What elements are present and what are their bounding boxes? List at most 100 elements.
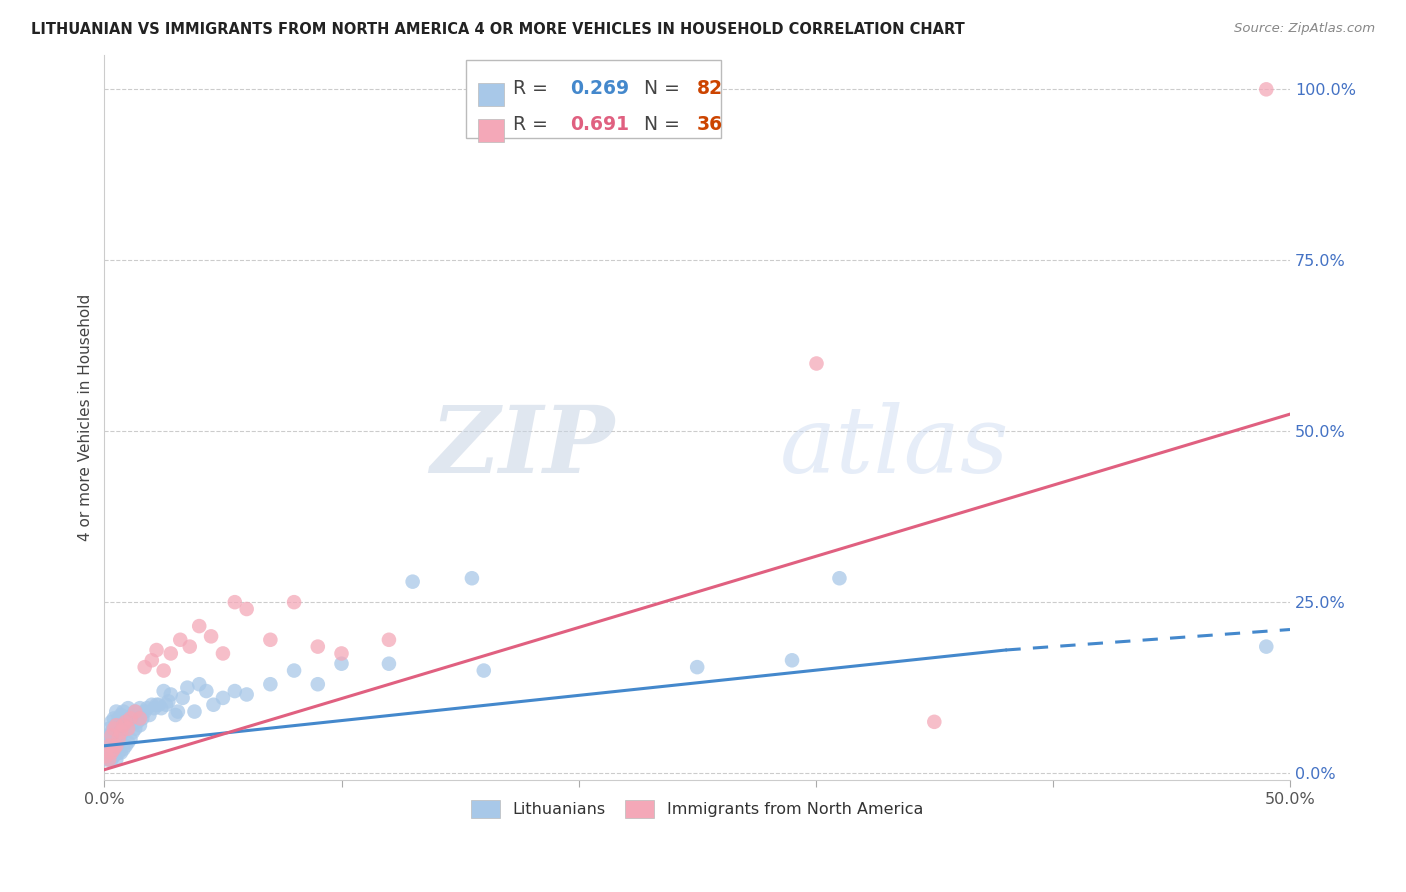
Point [150, 701, 173, 715]
Point [103, 725, 125, 739]
Point [124, 722, 146, 736]
Point [105, 718, 128, 732]
Point [183, 705, 205, 719]
Legend: Lithuanians, Immigrants from North America: Lithuanians, Immigrants from North Ameri… [464, 792, 931, 826]
Point [283, 664, 305, 678]
Point [98, 749, 121, 764]
Y-axis label: 4 or more Vehicles in Household: 4 or more Vehicles in Household [79, 294, 93, 541]
Point [103, 739, 125, 753]
Point [112, 722, 135, 736]
Point [96, 752, 118, 766]
Point [124, 705, 146, 719]
Point [283, 595, 305, 609]
Point [259, 677, 281, 691]
Point [138, 708, 160, 723]
Point [103, 711, 125, 725]
Point [924, 714, 946, 729]
Point [120, 731, 142, 746]
Point [110, 725, 132, 739]
Point [121, 725, 143, 739]
Point [120, 711, 142, 725]
Point [98, 752, 121, 766]
Point [159, 688, 181, 702]
Point [307, 640, 329, 654]
Point [141, 653, 163, 667]
Point [107, 731, 129, 746]
Point [110, 729, 132, 743]
Point [100, 735, 122, 749]
Text: N =: N = [631, 115, 686, 134]
Point [117, 701, 139, 715]
Point [103, 722, 125, 736]
Point [103, 742, 125, 756]
Point [172, 690, 194, 705]
Point [110, 708, 132, 723]
Point [98, 739, 121, 753]
Point [107, 725, 129, 739]
Text: 82: 82 [697, 78, 723, 98]
Point [378, 632, 401, 647]
Point [378, 657, 401, 671]
Point [155, 698, 177, 712]
Point [112, 718, 135, 732]
Point [401, 574, 423, 589]
Point [143, 701, 166, 715]
Point [167, 705, 190, 719]
Point [202, 698, 225, 712]
Point [129, 711, 152, 725]
Point [159, 647, 181, 661]
Point [131, 711, 153, 725]
Point [195, 684, 218, 698]
Point [100, 714, 122, 729]
Point [96, 746, 118, 760]
Text: R =: R = [513, 78, 554, 98]
Point [188, 677, 211, 691]
Point [200, 629, 222, 643]
Point [100, 746, 122, 760]
Point [176, 681, 198, 695]
Point [114, 714, 136, 729]
Point [152, 684, 174, 698]
Point [212, 690, 235, 705]
Point [112, 742, 135, 756]
Text: 0.269: 0.269 [571, 78, 630, 98]
Point [148, 698, 170, 712]
Point [110, 746, 132, 760]
Point [1256, 640, 1278, 654]
Point [96, 749, 118, 764]
Point [100, 752, 122, 766]
Point [136, 701, 159, 715]
Point [828, 571, 851, 585]
Point [100, 729, 122, 743]
Point [686, 660, 709, 674]
Point [98, 752, 121, 766]
Text: 36: 36 [697, 115, 723, 134]
Text: atlas: atlas [780, 401, 1010, 491]
Point [105, 739, 128, 753]
Text: Source: ZipAtlas.com: Source: ZipAtlas.com [1234, 22, 1375, 36]
Point [330, 657, 353, 671]
Point [112, 705, 135, 719]
Point [120, 711, 142, 725]
Point [804, 356, 827, 370]
Point [224, 684, 246, 698]
Point [105, 742, 128, 756]
Point [169, 632, 191, 647]
Point [107, 746, 129, 760]
Point [114, 739, 136, 753]
Text: LITHUANIAN VS IMMIGRANTS FROM NORTH AMERICA 4 OR MORE VEHICLES IN HOUSEHOLD CORR: LITHUANIAN VS IMMIGRANTS FROM NORTH AMER… [31, 22, 965, 37]
Point [235, 602, 257, 616]
Point [100, 746, 122, 760]
Point [103, 749, 125, 764]
Point [98, 739, 121, 753]
Point [98, 722, 121, 736]
Point [157, 694, 180, 708]
Point [179, 640, 201, 654]
Point [259, 632, 281, 647]
Point [129, 718, 152, 732]
Point [127, 714, 149, 729]
Point [117, 735, 139, 749]
Point [461, 571, 484, 585]
Point [105, 729, 128, 743]
Text: R =: R = [513, 115, 554, 134]
